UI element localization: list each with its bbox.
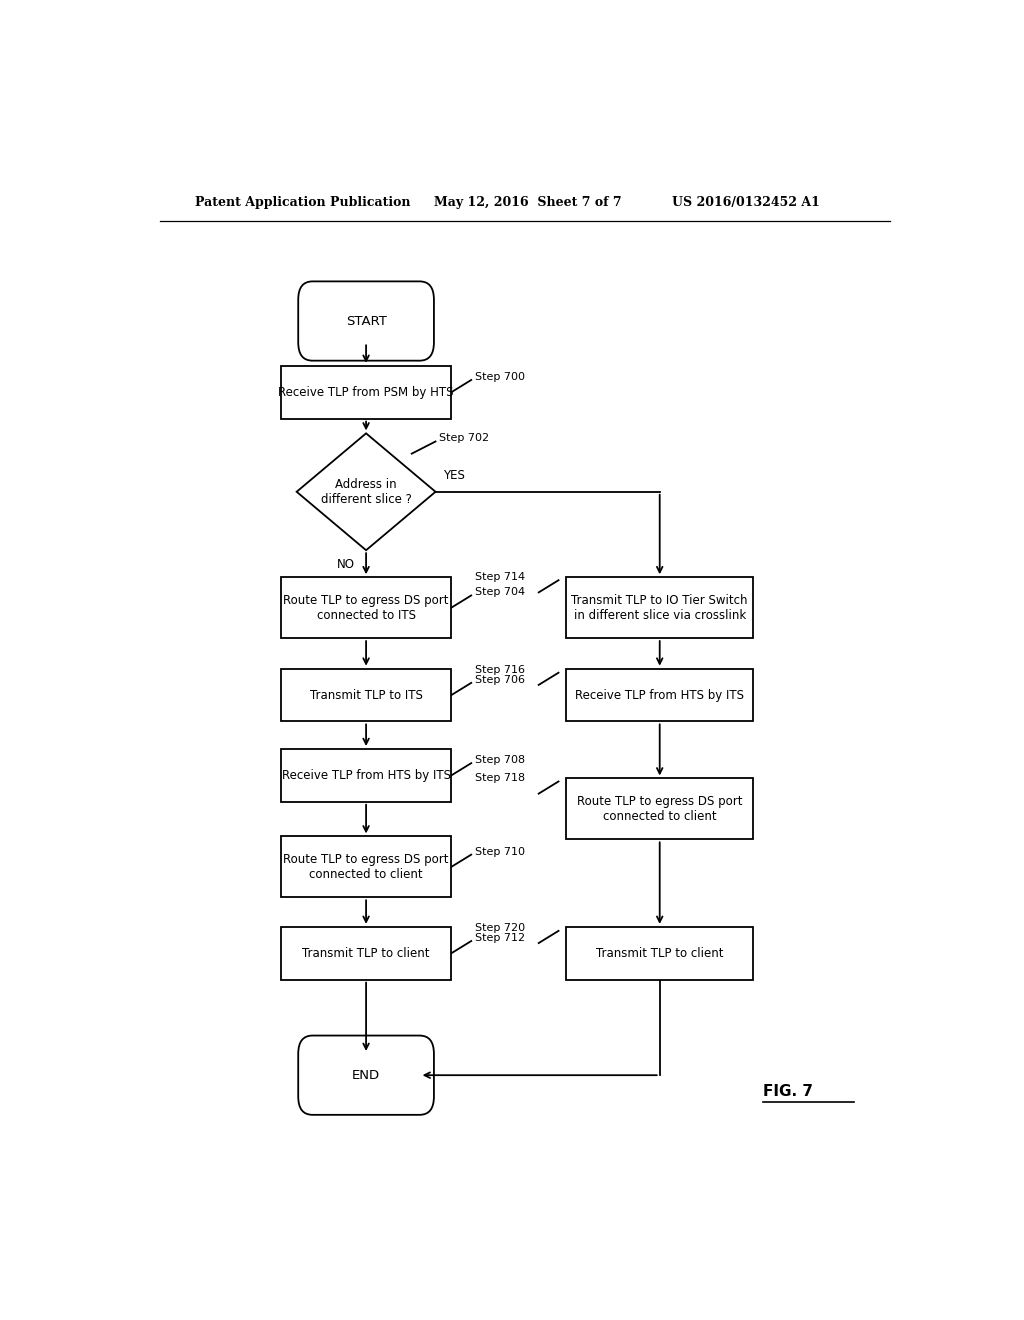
Text: Step 718: Step 718 bbox=[475, 774, 525, 783]
Bar bbox=[281, 669, 452, 722]
Bar bbox=[566, 927, 753, 979]
Text: FIG. 7: FIG. 7 bbox=[763, 1084, 813, 1100]
Text: END: END bbox=[352, 1069, 380, 1081]
Text: Receive TLP from HTS by ITS: Receive TLP from HTS by ITS bbox=[282, 768, 451, 781]
Text: Transmit TLP to IO Tier Switch
in different slice via crosslink: Transmit TLP to IO Tier Switch in differ… bbox=[571, 594, 748, 622]
Text: Step 716: Step 716 bbox=[475, 665, 525, 675]
Text: Step 720: Step 720 bbox=[475, 923, 525, 933]
Text: Patent Application Publication: Patent Application Publication bbox=[196, 195, 411, 209]
Bar bbox=[566, 779, 753, 840]
Text: Transmit TLP to client: Transmit TLP to client bbox=[302, 946, 430, 960]
Text: Receive TLP from HTS by ITS: Receive TLP from HTS by ITS bbox=[575, 689, 744, 701]
Text: Step 702: Step 702 bbox=[439, 433, 489, 444]
Text: Transmit TLP to client: Transmit TLP to client bbox=[596, 946, 724, 960]
Text: NO: NO bbox=[337, 558, 355, 572]
Text: START: START bbox=[346, 314, 386, 327]
Text: Step 708: Step 708 bbox=[475, 755, 525, 766]
FancyBboxPatch shape bbox=[298, 1036, 434, 1115]
Text: Step 704: Step 704 bbox=[475, 587, 525, 598]
Text: Receive TLP from PSM by HTS: Receive TLP from PSM by HTS bbox=[279, 385, 454, 399]
Bar bbox=[281, 748, 452, 801]
Bar bbox=[566, 577, 753, 638]
Text: Route TLP to egress DS port
connected to client: Route TLP to egress DS port connected to… bbox=[577, 795, 742, 822]
Bar bbox=[566, 669, 753, 722]
Text: Step 712: Step 712 bbox=[475, 933, 525, 942]
Text: Transmit TLP to ITS: Transmit TLP to ITS bbox=[309, 689, 423, 701]
Text: May 12, 2016  Sheet 7 of 7: May 12, 2016 Sheet 7 of 7 bbox=[433, 195, 622, 209]
Text: Step 710: Step 710 bbox=[475, 846, 525, 857]
Bar bbox=[281, 366, 452, 418]
Bar bbox=[281, 837, 452, 898]
Text: YES: YES bbox=[443, 469, 465, 482]
Text: Address in
different slice ?: Address in different slice ? bbox=[321, 478, 412, 506]
Text: Step 700: Step 700 bbox=[475, 372, 525, 381]
Bar bbox=[281, 927, 452, 979]
Text: Step 706: Step 706 bbox=[475, 675, 525, 685]
Text: US 2016/0132452 A1: US 2016/0132452 A1 bbox=[672, 195, 819, 209]
Text: Route TLP to egress DS port
connected to ITS: Route TLP to egress DS port connected to… bbox=[284, 594, 449, 622]
FancyBboxPatch shape bbox=[298, 281, 434, 360]
Polygon shape bbox=[297, 433, 435, 550]
Bar bbox=[281, 577, 452, 638]
Text: Route TLP to egress DS port
connected to client: Route TLP to egress DS port connected to… bbox=[284, 853, 449, 880]
Text: Step 714: Step 714 bbox=[475, 572, 525, 582]
